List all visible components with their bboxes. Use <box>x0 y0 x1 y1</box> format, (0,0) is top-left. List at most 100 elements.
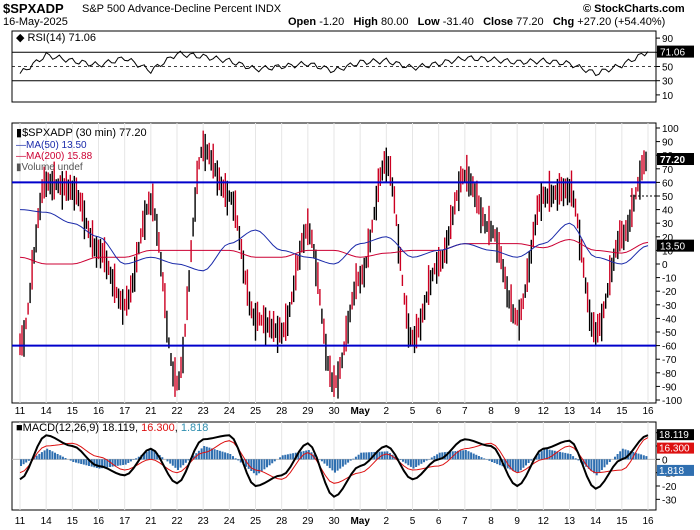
macd-hist-bar <box>61 456 64 460</box>
ma50-line <box>19 209 649 272</box>
x-axis-main: 11 14 15 16 17 21 22 23 24 25 28 29 30 May 2 5 6 7 8 9 12 13 1… <box>15 406 654 417</box>
macd-hist-bar <box>566 453 569 460</box>
macd-hist-bar <box>441 452 444 460</box>
macd-hist-bar <box>59 455 62 460</box>
macd-hist-bar <box>119 459 122 466</box>
macd-hist-bar <box>184 459 187 463</box>
macd-hist-bar <box>496 459 499 465</box>
macd-hist-bar <box>637 453 640 460</box>
main-x-label: 2 <box>384 406 390 417</box>
ma50-legend-text: MA(50) 13.50 <box>26 140 87 151</box>
macd-legend-marker: ■ <box>16 422 23 434</box>
macd-hist-bar <box>263 459 266 470</box>
macd-hist-bar <box>305 450 308 460</box>
macd-hist-bar <box>116 459 119 466</box>
main-tick-label: 50 <box>662 192 674 203</box>
macd-hist-bar <box>297 452 300 460</box>
macd-hist-bar <box>449 451 452 460</box>
macd-hist-bar <box>614 456 616 460</box>
macd-hist-bar <box>273 459 276 462</box>
price-legend-marker: ▮ <box>16 127 22 139</box>
main-tick-label: -30 <box>662 301 677 312</box>
low-value: -31.40 <box>442 16 474 28</box>
volume-legend: ▮Volume undef <box>16 162 83 173</box>
macd-x-label: 7 <box>462 516 468 527</box>
macd-hist-bar <box>425 459 428 461</box>
macd-x-label: 16 <box>93 516 105 527</box>
macd-hist-bar <box>205 446 208 460</box>
main-tick-label: 90 <box>662 138 674 149</box>
macd-hist-bar <box>459 450 462 460</box>
main-x-label: 28 <box>276 406 288 417</box>
main-x-label: 9 <box>514 406 520 417</box>
macd-hist-bar <box>245 459 247 467</box>
macd-hist-bar <box>535 455 538 460</box>
macd-hist-bar <box>111 459 114 467</box>
rsi-tick-label: 90 <box>662 34 674 45</box>
macd-hist-bar <box>302 451 305 460</box>
macd-hist-bar <box>645 456 648 460</box>
macd-hist-bar <box>307 450 310 460</box>
macd-hist-bar <box>407 459 410 466</box>
macd-x-label: 30 <box>328 516 340 527</box>
macd-hist-bar <box>129 459 132 462</box>
macd-hist-bar <box>234 458 237 460</box>
exchange-label: INDX <box>254 3 282 15</box>
main-x-label: 13 <box>564 406 576 417</box>
macd-x-label: 24 <box>224 516 236 527</box>
macd-hist-bar <box>525 459 527 466</box>
macd-hist-bar <box>511 459 514 471</box>
macd-hist-bar <box>161 457 164 460</box>
macd-hist-bar <box>504 459 507 468</box>
macd-hist-bar <box>221 451 224 460</box>
macd-x-label: 21 <box>145 516 157 527</box>
macd-hist-bar <box>420 459 423 464</box>
macd-legend: ■MACD(12,26,9) 18.119, 16.300, 1.818 <box>16 422 208 434</box>
main-x-label: 11 <box>15 406 26 417</box>
macd-hist-bar <box>106 459 109 468</box>
ma50-value-tag: 13.50 <box>657 239 694 253</box>
macd-hist-bar <box>218 450 221 460</box>
macd-hist-bar <box>292 453 295 460</box>
macd-legend-hist: 1.818 <box>181 422 209 434</box>
price-value-tag-bg <box>657 153 694 166</box>
rsi-legend-text: RSI(14) 71.06 <box>28 32 96 44</box>
macd-hist-bar <box>145 451 148 460</box>
macd-value-tag-bg <box>657 429 694 441</box>
macd-hist-bar <box>556 451 559 460</box>
macd-hist-bar <box>284 454 287 460</box>
macd-hist-bar <box>177 459 179 470</box>
macd-hist-bar <box>423 459 425 463</box>
macd-hist-bar <box>328 459 331 469</box>
rsi-tick-label: 30 <box>662 77 674 88</box>
macd-x-label: 14 <box>590 516 602 527</box>
macd-hist-bar <box>634 452 637 460</box>
macd-value-tags: 18.119 16.300 1.818 <box>657 429 694 477</box>
main-tick-label: 0 <box>662 260 668 271</box>
macd-hist-bar <box>595 459 598 476</box>
chart-title: S&P 500 Advance-Decline Percent INDX <box>82 3 281 15</box>
macd-hist-bar <box>171 459 174 466</box>
macd-hist-bar <box>122 459 125 465</box>
macd-hist-bar <box>577 459 580 461</box>
low-label: Low <box>417 16 440 28</box>
macd-hist-bar <box>48 450 51 460</box>
rsi-legend-marker: ◆ <box>16 32 25 44</box>
macd-hist-bar <box>593 459 596 474</box>
macd-hist-bar <box>82 459 85 465</box>
macd-hist-bar <box>226 453 229 460</box>
macd-hist-bar <box>548 449 551 460</box>
macd-hist-bar <box>375 451 378 460</box>
macd-hist-bar <box>341 459 344 467</box>
macd-x-label: 23 <box>198 516 210 527</box>
main-tick-label: 100 <box>662 124 679 135</box>
macd-hist-bar <box>85 459 88 466</box>
macd-hist-bar <box>271 459 274 464</box>
ma50-legend-marker: — <box>16 140 26 151</box>
ma50-legend: —MA(50) 13.50 <box>16 140 87 151</box>
main-tick-label: 60 <box>662 178 674 189</box>
price-legend-text: $SPXADP (30 min) 77.20 <box>22 127 147 139</box>
macd-hist-bar <box>530 459 533 461</box>
macd-hist-bar <box>616 454 619 460</box>
